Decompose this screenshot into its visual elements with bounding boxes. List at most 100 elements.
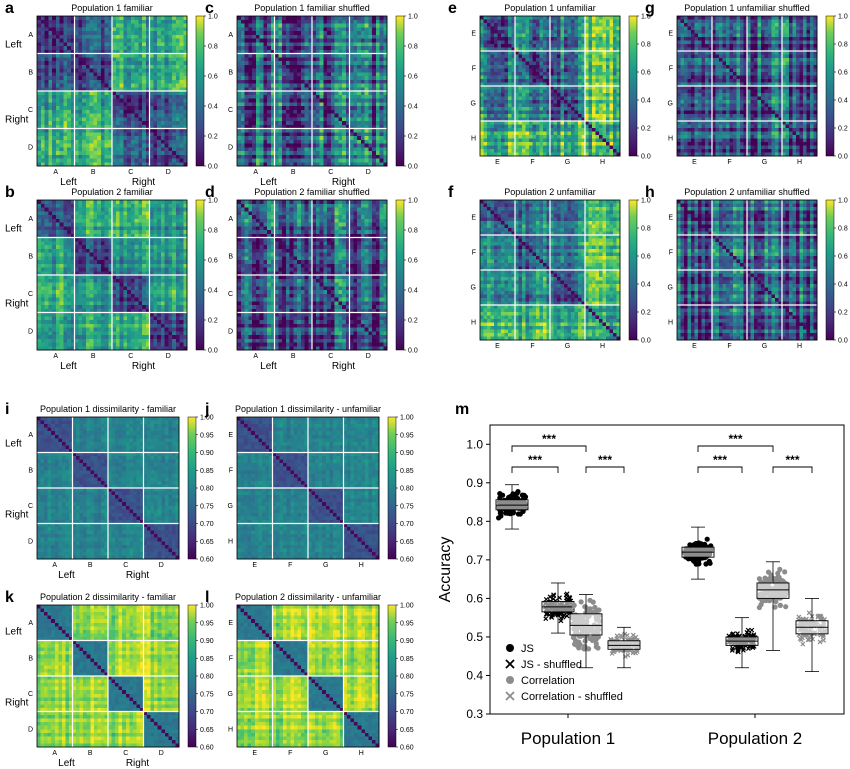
colorbar-tick-label: 0.4 <box>641 98 651 105</box>
colorbar-tick-label: 0.75 <box>400 691 414 698</box>
colorbar-tick-label: 0.75 <box>200 503 214 510</box>
x-category-label: Population 1 <box>521 729 616 748</box>
panel-title: Population 2 familiar shuffled <box>254 187 369 197</box>
colorbar-tick-label: 0.2 <box>208 134 218 141</box>
col-tick-label: A <box>53 353 58 360</box>
row-tick-label: A <box>28 620 33 627</box>
data-point <box>497 495 503 501</box>
col-group-label: Left <box>260 177 277 188</box>
data-point <box>800 616 806 622</box>
col-tick-label: G <box>565 343 570 350</box>
data-point <box>595 645 601 651</box>
row-tick-label: C <box>228 291 233 298</box>
heatmap-cells-h <box>677 200 818 341</box>
row-tick-label: F <box>669 66 673 73</box>
significance-bracket: *** <box>697 453 743 473</box>
colorbar-tick-label: 0.4 <box>838 282 848 289</box>
heatmap-cells-l <box>237 605 380 748</box>
panel-title: Population 1 familiar shuffled <box>254 3 369 13</box>
row-tick-label: A <box>28 432 33 439</box>
row-tick-label: B <box>28 467 33 474</box>
significance-marker: *** <box>598 453 612 467</box>
heatmap-frame <box>36 416 180 560</box>
panel-label: i <box>5 401 9 418</box>
col-tick-label: H <box>359 750 364 757</box>
panel-title: Population 2 unfamiliar <box>504 187 596 197</box>
row-tick-label: B <box>228 69 233 76</box>
legend-marker <box>505 691 515 701</box>
row-tick-label: D <box>228 328 233 335</box>
heatmap-frame <box>36 604 180 748</box>
plot-frame <box>489 424 845 715</box>
colorbar-tick-label: 0.65 <box>200 727 214 734</box>
col-tick-label: D <box>159 562 164 569</box>
col-group-label: Left <box>58 758 75 769</box>
col-tick-label: F <box>288 750 292 757</box>
panel-label: c <box>205 0 214 17</box>
colorbar-tick-label: 0.0 <box>208 348 218 355</box>
y-tick-label: 0.3 <box>466 707 483 721</box>
col-tick-label: E <box>495 343 500 350</box>
data-point <box>756 604 763 611</box>
data-point <box>543 616 549 622</box>
col-tick-label: F <box>727 159 731 166</box>
significance-bracket: *** <box>511 432 587 452</box>
row-tick-label: F <box>669 250 673 257</box>
heatmap-panel-h: h Population 2 unfamiliar shuffled E F G H E F G… <box>645 184 848 350</box>
colorbar <box>187 416 197 560</box>
box <box>569 613 603 636</box>
data-point <box>703 561 709 567</box>
heatmap-frame <box>36 199 188 351</box>
data-point <box>694 558 700 564</box>
data-point <box>558 615 564 621</box>
data-point <box>773 576 779 582</box>
row-tick-label: E <box>471 31 476 38</box>
heatmap-panel-i: i Population 1 dissimilarity - familiar A B… <box>5 401 214 581</box>
row-tick-label: A <box>28 216 33 223</box>
panel-label: d <box>205 184 215 201</box>
colorbar <box>395 199 405 351</box>
row-group-label: Right <box>5 299 29 310</box>
col-tick-label: D <box>166 353 171 360</box>
heatmap-panel-j: j Population 1 dissimilarity - unfamiliar… <box>204 401 414 569</box>
panel-label: l <box>205 589 209 606</box>
row-tick-label: D <box>28 144 33 151</box>
data-point <box>782 569 788 575</box>
row-tick-label: G <box>228 691 233 698</box>
col-tick-label: A <box>253 169 258 176</box>
col-group-label: Left <box>60 177 77 188</box>
heatmap-panel-a: a Population 1 familiar A B C D A B C D Left Right L… <box>5 0 218 188</box>
data-point <box>590 599 596 605</box>
row-tick-label: C <box>28 107 33 114</box>
colorbar-tick-label: 0.95 <box>200 620 214 627</box>
col-group-label: Right <box>332 361 356 372</box>
col-tick-label: B <box>91 353 96 360</box>
colorbar-tick-label: 0.60 <box>400 745 414 752</box>
data-point <box>772 604 778 610</box>
heatmap-panel-b: b Population 2 familiar A B C D A B C D Left Right L… <box>5 184 218 372</box>
legend-marker <box>506 676 514 684</box>
colorbar-tick-label: 0.2 <box>838 126 848 133</box>
panel-label: b <box>5 184 15 201</box>
colorbar-tick-label: 0.90 <box>400 638 414 645</box>
heatmap-panel-d: d Population 2 familiar shuffled A B C D A B C D L… <box>205 184 418 372</box>
series-3 <box>607 598 829 673</box>
heatmap-cells-c <box>237 16 388 167</box>
col-tick-label: B <box>88 562 93 569</box>
col-tick-label: E <box>692 343 697 350</box>
colorbar-tick-label: 0.8 <box>838 226 848 233</box>
colorbar-tick-label: 0.70 <box>200 709 214 716</box>
significance-marker: *** <box>542 432 556 446</box>
data-point <box>572 641 578 647</box>
colorbar <box>628 199 638 341</box>
heatmap-cells-g <box>677 16 818 157</box>
colorbar-tick-label: 1.0 <box>641 198 651 205</box>
legend-marker <box>505 659 515 669</box>
data-point <box>543 611 549 617</box>
panel-title: Population 2 dissimilarity - unfamiliar <box>235 592 381 602</box>
colorbar-tick-label: 0.0 <box>408 348 418 355</box>
heatmap-frame <box>676 199 818 341</box>
col-tick-label: A <box>52 750 57 757</box>
row-group-label: Right <box>5 698 29 709</box>
panel-title: Population 2 dissimilarity - familiar <box>40 592 176 602</box>
